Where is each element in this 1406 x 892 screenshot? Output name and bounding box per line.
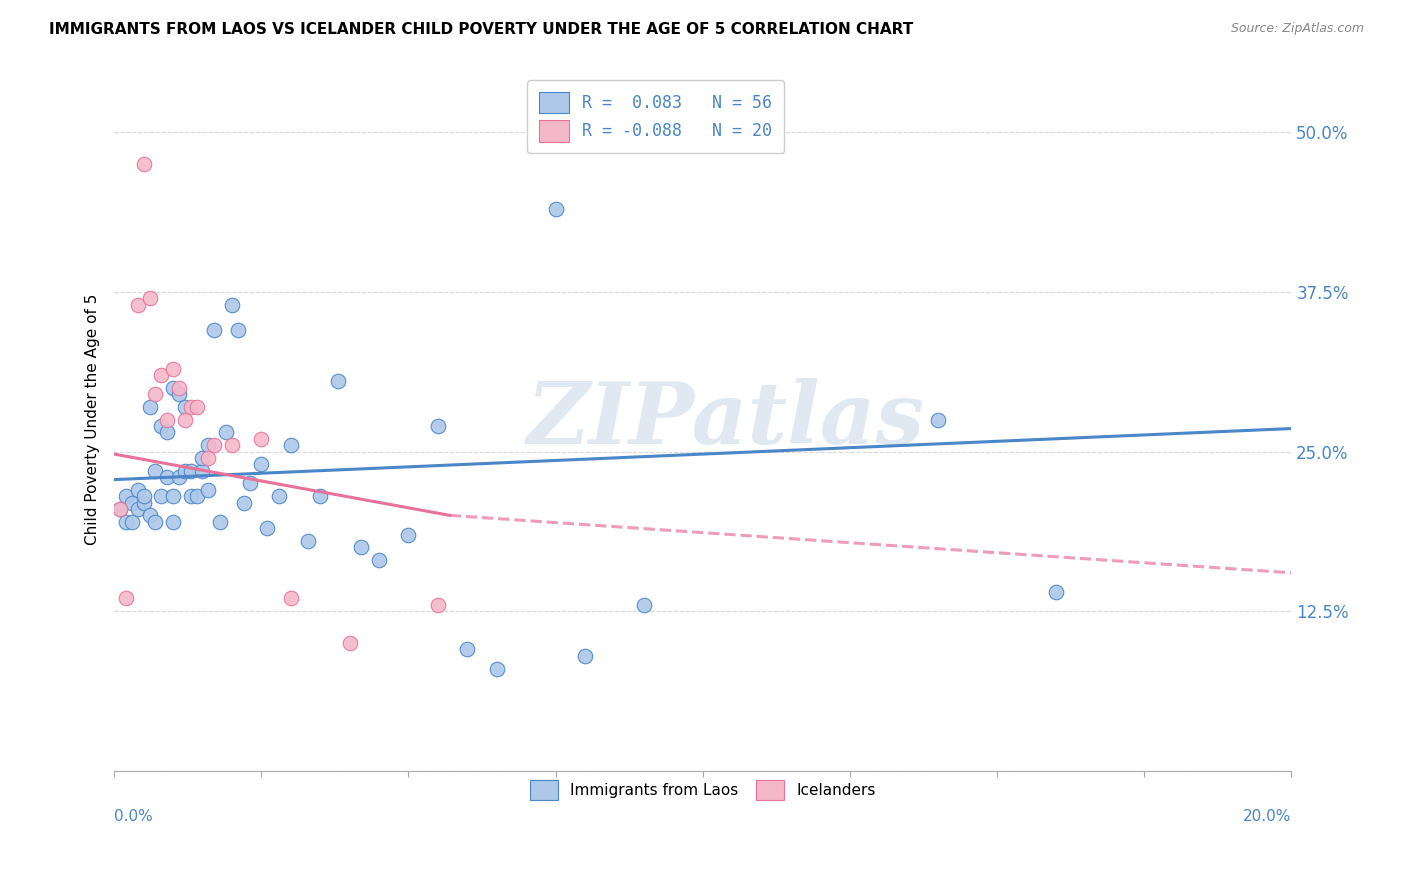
Point: [156, 470, 179, 484]
Point: [250, 458, 273, 472]
Point: [145, 387, 167, 401]
Point: [250, 432, 273, 446]
Point: [221, 438, 243, 452]
Point: [485, 662, 508, 676]
Point: [162, 515, 184, 529]
Point: [309, 489, 332, 503]
Text: IMMIGRANTS FROM LAOS VS ICELANDER CHILD POVERTY UNDER THE AGE OF 5 CORRELATION C: IMMIGRANTS FROM LAOS VS ICELANDER CHILD …: [49, 22, 914, 37]
Text: Source: ZipAtlas.com: Source: ZipAtlas.com: [1230, 22, 1364, 36]
Point: [127, 502, 149, 516]
Legend: Immigrants from Laos, Icelanders: Immigrants from Laos, Icelanders: [520, 771, 884, 809]
Point: [633, 598, 655, 612]
Point: [138, 508, 160, 523]
Point: [167, 387, 190, 401]
Point: [121, 515, 143, 529]
Point: [574, 648, 596, 663]
Point: [426, 419, 449, 434]
Point: [173, 412, 195, 426]
Point: [173, 400, 195, 414]
Point: [132, 157, 155, 171]
Point: [127, 483, 149, 497]
Point: [132, 495, 155, 509]
Point: [180, 489, 202, 503]
Point: [145, 464, 167, 478]
Point: [132, 489, 155, 503]
Point: [398, 527, 420, 541]
Point: [115, 515, 138, 529]
Point: [108, 502, 131, 516]
Point: [238, 476, 260, 491]
Text: ZIPatlas: ZIPatlas: [527, 378, 925, 461]
Point: [197, 483, 219, 497]
Point: [180, 464, 202, 478]
Point: [456, 642, 478, 657]
Point: [280, 591, 302, 606]
Point: [927, 412, 949, 426]
Point: [150, 419, 173, 434]
Point: [280, 438, 302, 452]
Point: [162, 361, 184, 376]
Point: [350, 541, 373, 555]
Point: [215, 425, 238, 440]
Point: [186, 400, 208, 414]
Point: [267, 489, 290, 503]
Point: [150, 489, 173, 503]
Point: [368, 553, 391, 567]
Point: [1045, 585, 1067, 599]
Point: [186, 489, 208, 503]
Point: [145, 515, 167, 529]
Point: [173, 464, 195, 478]
Point: [202, 323, 225, 337]
Point: [232, 495, 254, 509]
Point: [156, 425, 179, 440]
Point: [167, 470, 190, 484]
Point: [138, 291, 160, 305]
Y-axis label: Child Poverty Under the Age of 5: Child Poverty Under the Age of 5: [86, 294, 100, 545]
Point: [226, 323, 249, 337]
Point: [138, 400, 160, 414]
Point: [339, 636, 361, 650]
Point: [426, 598, 449, 612]
Point: [108, 502, 131, 516]
Point: [115, 489, 138, 503]
Point: [297, 533, 319, 548]
Point: [162, 489, 184, 503]
Point: [156, 412, 179, 426]
Point: [121, 495, 143, 509]
Point: [162, 381, 184, 395]
Point: [209, 515, 232, 529]
Point: [191, 464, 214, 478]
Text: 0.0%: 0.0%: [114, 809, 153, 824]
Point: [202, 438, 225, 452]
Point: [197, 438, 219, 452]
Point: [167, 381, 190, 395]
Point: [127, 298, 149, 312]
Point: [191, 450, 214, 465]
Text: 20.0%: 20.0%: [1243, 809, 1291, 824]
Point: [115, 591, 138, 606]
Point: [150, 368, 173, 382]
Point: [180, 400, 202, 414]
Point: [256, 521, 278, 535]
Point: [197, 450, 219, 465]
Point: [544, 202, 567, 216]
Point: [221, 298, 243, 312]
Point: [326, 374, 349, 388]
